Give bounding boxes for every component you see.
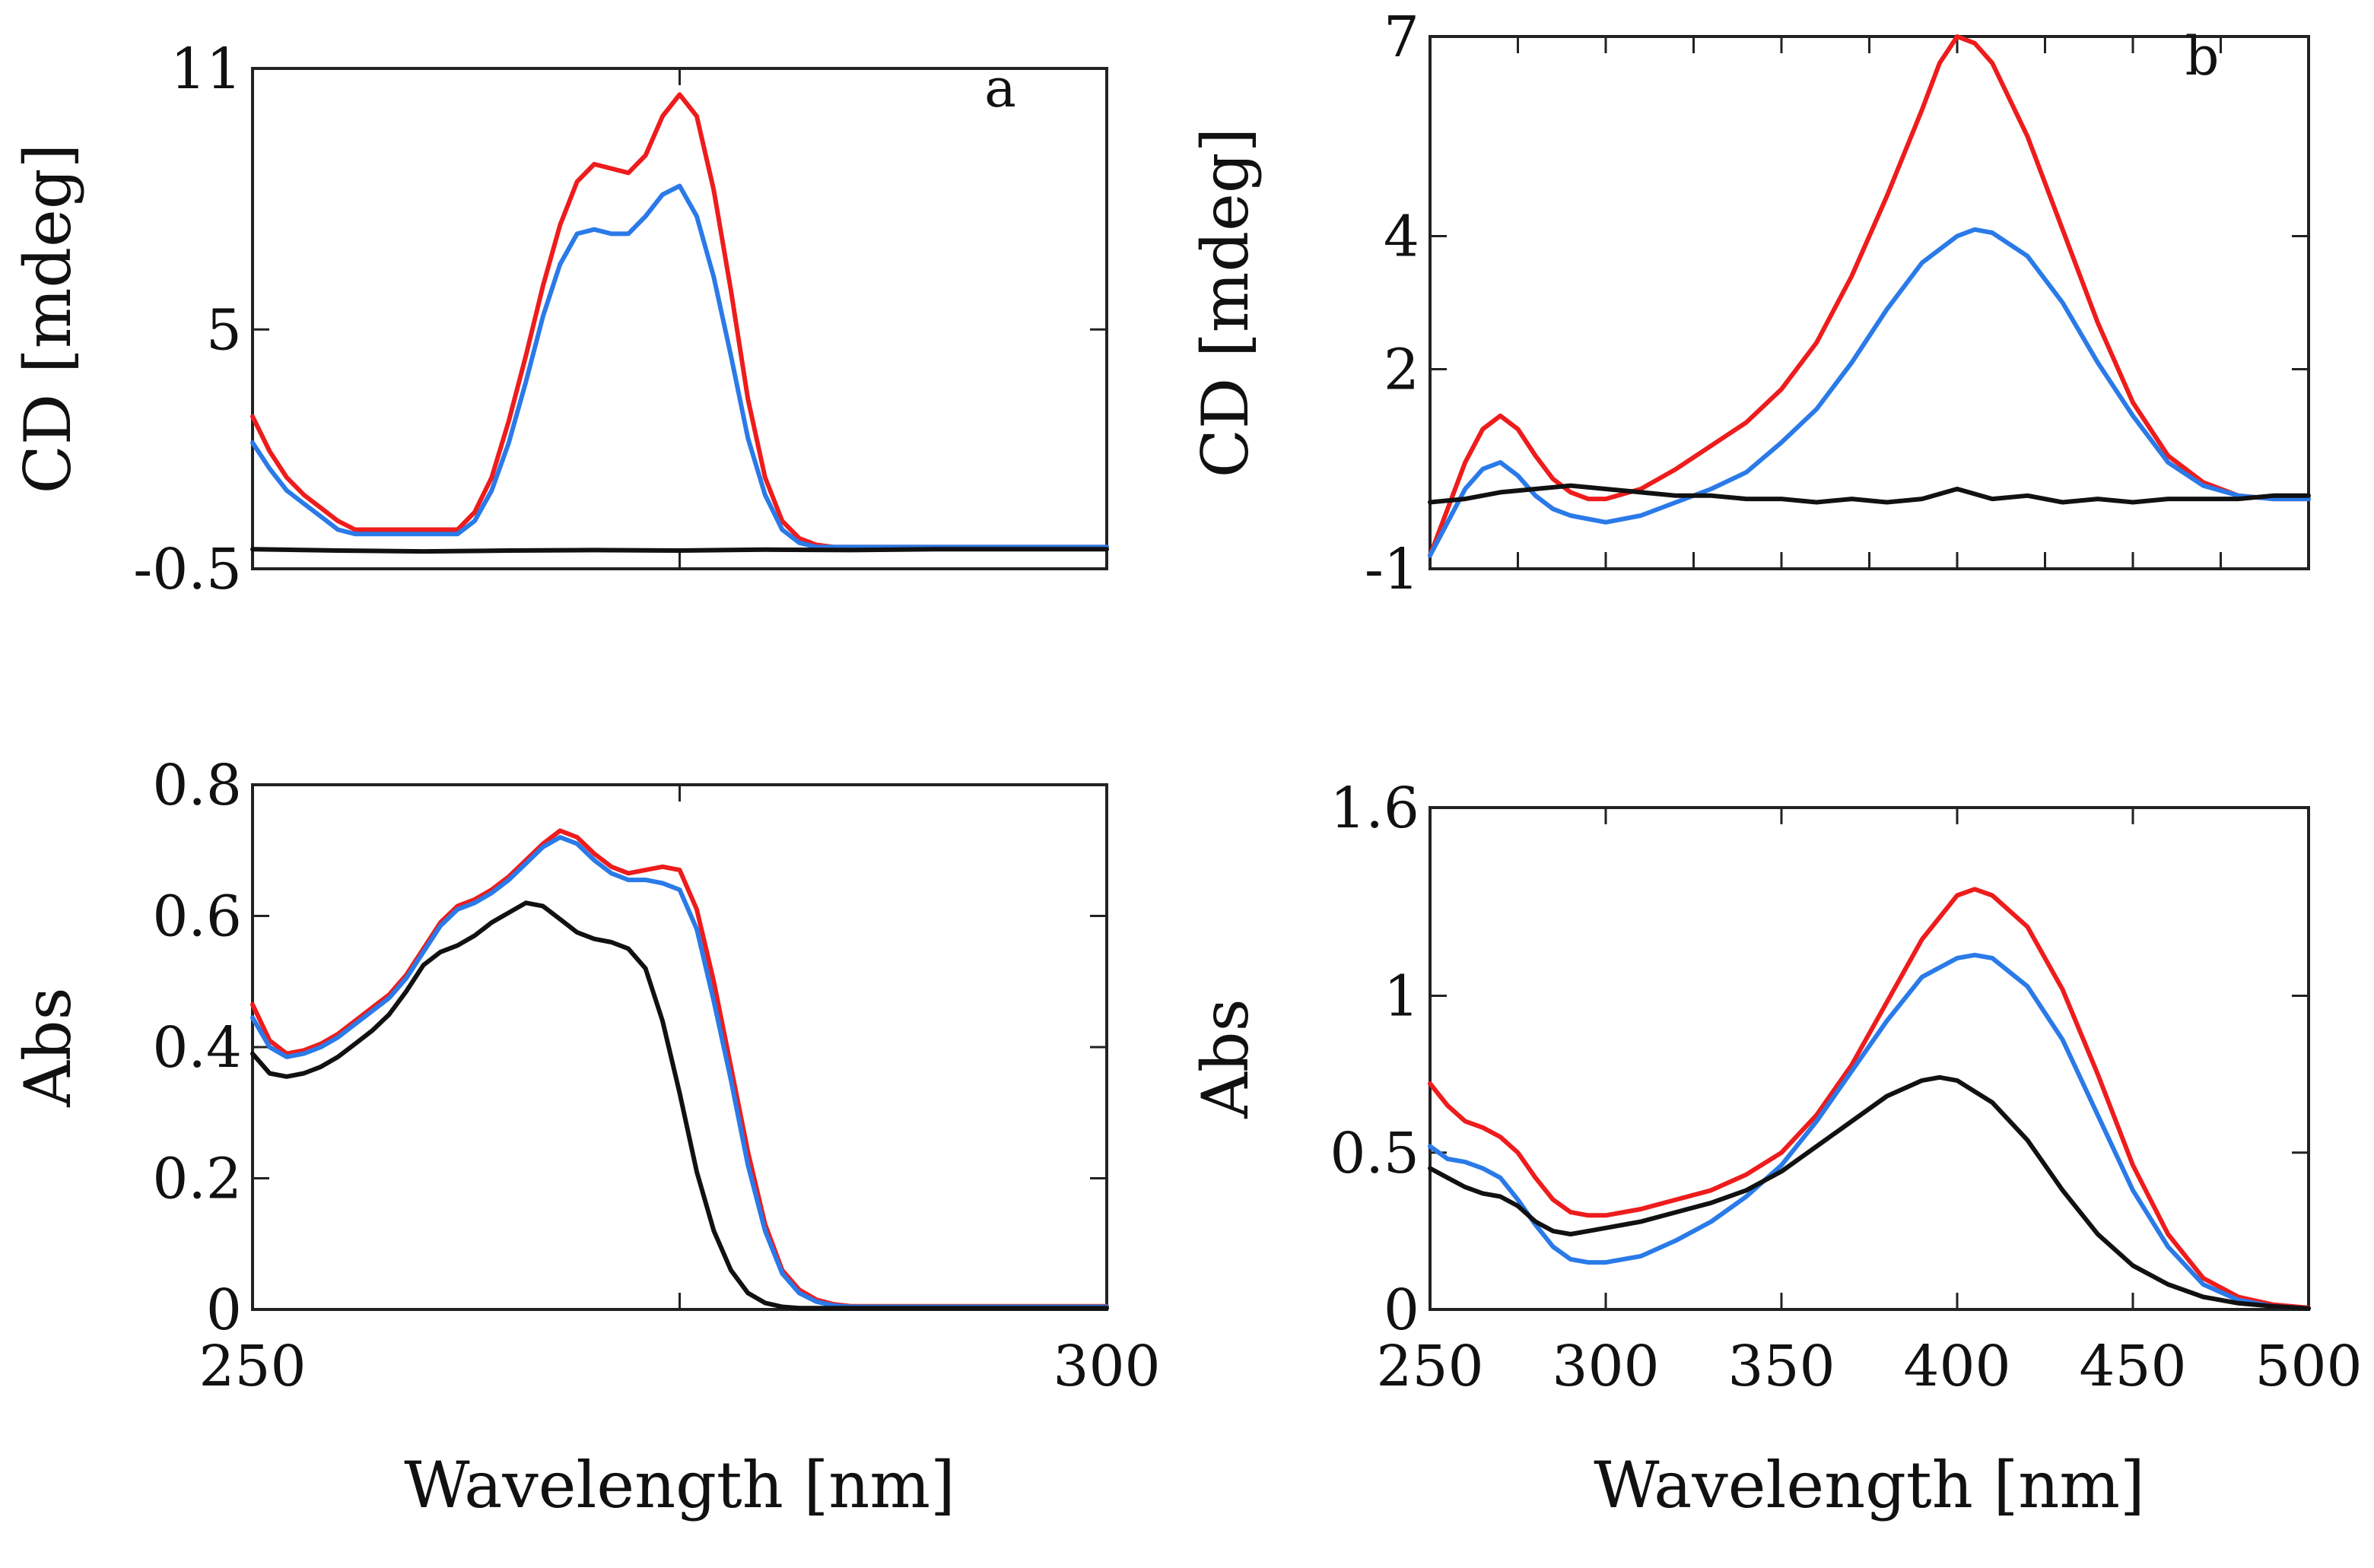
x-tick-label: 250 bbox=[199, 1334, 306, 1399]
y-tick-label: 0.8 bbox=[152, 753, 242, 818]
panel-abs-a: 0 0.2 0.4 0.6 0.8 250 300 Abs Wavelength [nm] bbox=[11, 753, 1161, 1522]
y-tick-label: 4 bbox=[1384, 205, 1419, 270]
x-axis-title: Wavelength [nm] bbox=[1594, 1448, 2145, 1522]
series-line-blue bbox=[250, 183, 1109, 550]
panel-letter: b bbox=[2185, 25, 2220, 87]
panel-abs-b: 0 0.5 1 1.6 250 300 350 400 450 500 Abs Wavelength … bbox=[1188, 776, 2363, 1522]
x-tick-label: 300 bbox=[1053, 1334, 1160, 1399]
y-tick-label: 0.5 bbox=[1330, 1121, 1419, 1186]
y-tick-label: 0 bbox=[206, 1278, 242, 1343]
x-axis-title: Wavelength [nm] bbox=[404, 1448, 955, 1522]
panel-letter: a bbox=[984, 57, 1016, 119]
panel-cd-b: -1 2 4 7 CD [mdeg] b bbox=[1188, 5, 2311, 602]
x-tick-label: 400 bbox=[1903, 1334, 2010, 1399]
y-axis-title: Abs bbox=[1188, 998, 1263, 1119]
y-tick-label: 7 bbox=[1384, 5, 1419, 70]
x-tick-label: 500 bbox=[2255, 1334, 2362, 1399]
x-tick-label: 250 bbox=[1376, 1334, 1483, 1399]
y-tick-label: 0.2 bbox=[152, 1147, 242, 1212]
x-tick-label: 450 bbox=[2079, 1334, 2186, 1399]
y-tick-label: 11 bbox=[170, 37, 242, 102]
series-line-blue bbox=[1428, 952, 2311, 1311]
series-line-black bbox=[250, 547, 1109, 554]
series-line-black bbox=[1428, 1074, 2311, 1311]
plot-frame bbox=[1429, 806, 2310, 1311]
series-line-red bbox=[250, 828, 1109, 1309]
y-tick-label: 1.6 bbox=[1330, 776, 1419, 841]
y-tick-label: 5 bbox=[206, 297, 242, 363]
y-tick-label: 1 bbox=[1384, 964, 1419, 1030]
plot-frame bbox=[251, 67, 1108, 570]
plot-frame bbox=[1429, 35, 2310, 570]
y-tick-label: -0.5 bbox=[133, 537, 242, 602]
panel-cd-a: -0.5 5 11 CD [mdeg] a bbox=[11, 37, 1109, 602]
plot-frame bbox=[251, 783, 1108, 1311]
x-tick-label: 300 bbox=[1552, 1334, 1659, 1399]
y-tick-label: 0.4 bbox=[152, 1015, 242, 1081]
y-tick-label: -1 bbox=[1365, 537, 1419, 602]
series-line-red bbox=[250, 92, 1109, 550]
y-tick-label: 2 bbox=[1384, 338, 1419, 403]
series-line-black bbox=[250, 900, 1109, 1311]
y-tick-label: 0.6 bbox=[152, 884, 242, 950]
y-axis-title: Abs bbox=[11, 987, 85, 1108]
series-line-red bbox=[1428, 34, 2311, 558]
series-line-blue bbox=[250, 835, 1109, 1309]
y-tick-label: 0 bbox=[1384, 1278, 1419, 1343]
y-axis-title: CD [mdeg] bbox=[1188, 128, 1263, 478]
x-tick-label: 350 bbox=[1727, 1334, 1835, 1399]
series-line-blue bbox=[1428, 227, 2311, 558]
series-line-red bbox=[1428, 887, 2311, 1310]
series-line-black bbox=[1428, 483, 2311, 505]
y-axis-title: CD [mdeg] bbox=[11, 144, 85, 494]
